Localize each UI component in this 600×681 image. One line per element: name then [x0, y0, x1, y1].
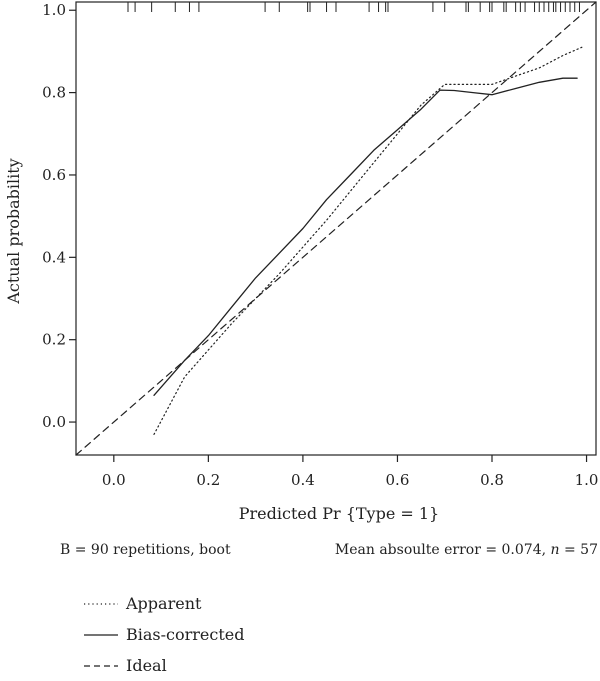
legend-label-apparent: Apparent — [126, 594, 202, 613]
legend: Apparent Bias-corrected Ideal — [84, 588, 245, 681]
legend-item-apparent: Apparent — [84, 588, 245, 619]
legend-label-ideal: Ideal — [126, 656, 167, 675]
n-symbol: n — [550, 542, 560, 558]
legend-item-bias-corrected: Bias-corrected — [84, 619, 245, 650]
calibration-chart: 0.0 0.2 0.4 0.6 0.8 1.0 0.0 0.2 0.4 0.6 0.8 1.0 Pr… — [4, 1, 599, 523]
y-tick-label: 1.0 — [42, 1, 66, 19]
x-tick-label: 1.0 — [575, 471, 599, 489]
series-layer — [75, 1, 597, 456]
series-line-ideal — [75, 1, 597, 456]
x-tick-label: 0.8 — [480, 471, 504, 489]
y-tick-label: 0.4 — [42, 248, 66, 266]
x-axis: 0.0 0.2 0.4 0.6 0.8 1.0 — [102, 455, 599, 489]
y-tick-label: 0.6 — [42, 166, 66, 184]
x-tick-label: 0.6 — [386, 471, 410, 489]
y-tick-label: 0.8 — [42, 84, 66, 102]
legend-swatch-ideal — [84, 664, 118, 667]
legend-item-ideal: Ideal — [84, 650, 245, 681]
x-tick-label: 0.4 — [291, 471, 315, 489]
y-axis: 0.0 0.2 0.4 0.6 0.8 1.0 — [42, 1, 76, 431]
mean-absolute-error-note: Mean absoulte error = 0.074, n = 57 — [335, 542, 598, 558]
y-tick-label: 0.0 — [42, 413, 66, 431]
legend-label-bias-corrected: Bias-corrected — [126, 625, 245, 644]
n-value: = 57 — [559, 542, 598, 558]
legend-swatch-apparent — [84, 602, 118, 605]
x-axis-title: Predicted Pr {Type = 1} — [239, 504, 439, 523]
rug-marks — [127, 2, 580, 12]
series-line-bias-corrected — [153, 77, 578, 396]
x-tick-label: 0.0 — [102, 471, 126, 489]
bootstrap-note: B = 90 repetitions, boot — [60, 542, 231, 558]
legend-swatch-bias-corrected — [84, 633, 118, 636]
mae-text: Mean absoulte error = 0.074, — [334, 542, 551, 558]
y-axis-title: Actual probability — [4, 158, 23, 304]
series-line-apparent — [153, 46, 583, 435]
x-tick-label: 0.2 — [196, 471, 220, 489]
y-tick-label: 0.2 — [42, 331, 66, 349]
